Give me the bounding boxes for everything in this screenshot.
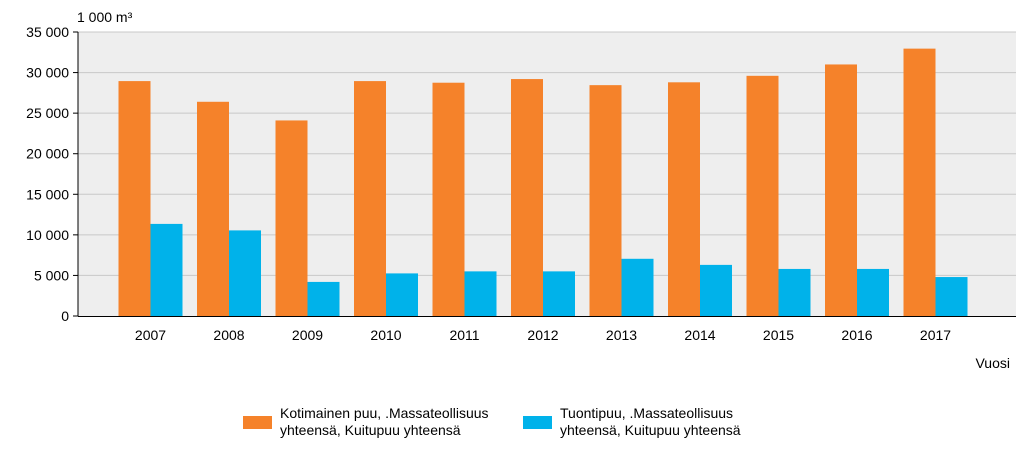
- bar-domestic: [746, 75, 779, 317]
- legend-label-domestic-line2: yhteensä, Kuitupuu yhteensä: [280, 422, 461, 438]
- bar-import: [778, 268, 811, 316]
- bar-domestic: [275, 120, 308, 317]
- legend-item-domestic: Kotimainen puu, .Massateollisuus yhteens…: [243, 405, 489, 439]
- bar-domestic: [903, 48, 936, 317]
- bar-domestic: [511, 79, 543, 316]
- x-tick-label: 2012: [527, 327, 558, 343]
- bar-import: [464, 271, 497, 316]
- bar-import: [857, 268, 889, 316]
- x-tick-label: 2010: [370, 327, 401, 343]
- bar-import: [150, 223, 183, 316]
- bar-import: [700, 264, 732, 316]
- x-tick-label: 2015: [763, 327, 794, 343]
- legend-label-domestic: Kotimainen puu, .Massateollisuus yhteens…: [280, 405, 489, 439]
- bar-domestic: [589, 85, 622, 316]
- y-tick-label: 25 000: [26, 105, 69, 121]
- y-axis-unit-label: 1 000 m³: [77, 9, 133, 25]
- legend-label-import-line2: yhteensä, Kuitupuu yhteensä: [560, 422, 741, 438]
- y-tick-label: 0: [61, 308, 69, 324]
- y-tick-label: 20 000: [26, 146, 69, 162]
- legend-swatch-import: [523, 416, 552, 429]
- y-tick-label: 10 000: [26, 227, 69, 243]
- x-tick-label: 2017: [920, 327, 951, 343]
- bar-import: [621, 258, 654, 316]
- bar-domestic: [432, 82, 465, 316]
- y-tick-label: 35 000: [26, 24, 69, 40]
- bar-domestic: [118, 81, 151, 316]
- bar-import: [307, 281, 340, 316]
- y-tick-label: 5 000: [34, 267, 69, 283]
- x-tick-label: 2016: [841, 327, 872, 343]
- bar-domestic: [668, 82, 700, 317]
- x-tick-label: 2007: [135, 327, 166, 343]
- legend: Kotimainen puu, .Massateollisuus yhteens…: [0, 405, 1023, 455]
- bar-import: [229, 230, 261, 316]
- legend-label-import-line1: Tuontipuu, .Massateollisuus: [560, 405, 734, 421]
- bar-import: [543, 271, 575, 316]
- x-tick-label: 2008: [213, 327, 244, 343]
- y-tick-label: 15 000: [26, 186, 69, 202]
- bar-chart: 0 5 000 10 000 15 000 20 000 25 000 30 000 35 0…: [26, 9, 1016, 371]
- legend-item-import: Tuontipuu, .Massateollisuus yhteensä, Ku…: [523, 405, 741, 439]
- bar-import: [386, 273, 418, 316]
- x-tick-label: 2014: [684, 327, 715, 343]
- x-tick-label: 2011: [449, 327, 479, 343]
- bar-import: [935, 277, 968, 316]
- x-tick-label: 2009: [292, 327, 323, 343]
- legend-label-domestic-line1: Kotimainen puu, .Massateollisuus: [280, 405, 489, 421]
- legend-label-import: Tuontipuu, .Massateollisuus yhteensä, Ku…: [560, 405, 741, 439]
- bar-domestic: [354, 81, 386, 316]
- legend-swatch-domestic: [243, 416, 272, 429]
- bar-domestic: [825, 64, 857, 316]
- y-tick-label: 30 000: [26, 65, 69, 81]
- x-tick-label: 2013: [606, 327, 637, 343]
- bar-domestic: [197, 101, 229, 316]
- x-axis-title: Vuosi: [975, 355, 1010, 371]
